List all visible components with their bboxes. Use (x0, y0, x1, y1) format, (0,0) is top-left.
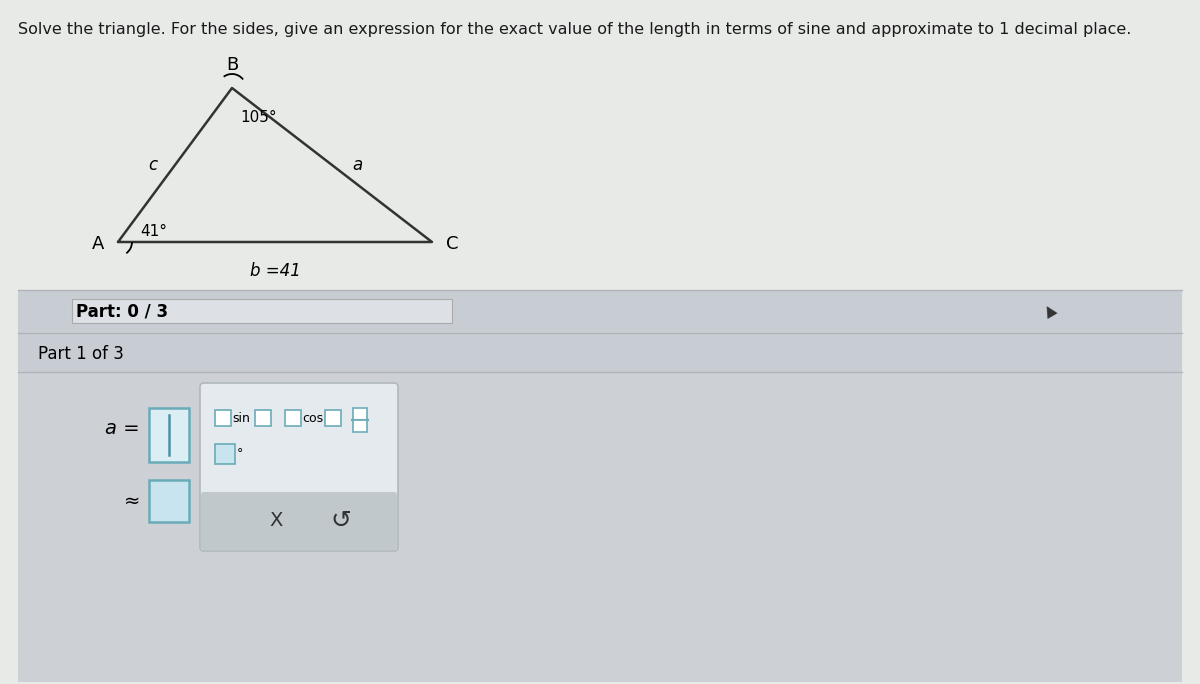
Text: c: c (148, 156, 157, 174)
Text: A: A (91, 235, 104, 253)
Bar (18, 373, 1182, 682)
FancyBboxPatch shape (215, 444, 235, 464)
Text: b =41: b =41 (250, 262, 300, 280)
Text: a: a (352, 156, 362, 174)
Text: ▲: ▲ (1042, 302, 1058, 320)
FancyBboxPatch shape (256, 410, 271, 426)
Text: Solve the triangle. For the sides, give an expression for the exact value of the: Solve the triangle. For the sides, give … (18, 22, 1132, 37)
Text: cos: cos (302, 412, 323, 425)
Bar (72, 299, 452, 323)
FancyBboxPatch shape (215, 410, 230, 426)
FancyBboxPatch shape (149, 480, 190, 522)
Text: a =: a = (106, 419, 140, 438)
Text: C: C (446, 235, 458, 253)
Text: °: ° (238, 447, 244, 460)
Text: 41°: 41° (140, 224, 167, 239)
Text: Part: 0 / 3: Part: 0 / 3 (76, 303, 168, 321)
Text: Part 1 of 3: Part 1 of 3 (38, 345, 124, 363)
Text: ≈: ≈ (124, 492, 140, 510)
Text: sin: sin (232, 412, 250, 425)
FancyBboxPatch shape (325, 410, 341, 426)
Text: X: X (270, 512, 283, 531)
Bar (18, 334, 1182, 372)
FancyBboxPatch shape (202, 492, 397, 550)
FancyBboxPatch shape (353, 408, 367, 420)
Text: B: B (226, 56, 238, 74)
FancyBboxPatch shape (286, 410, 301, 426)
Text: 105°: 105° (240, 110, 277, 125)
FancyBboxPatch shape (200, 383, 398, 551)
Text: ↺: ↺ (330, 509, 352, 533)
FancyBboxPatch shape (353, 420, 367, 432)
Bar (18, 291, 1182, 333)
FancyBboxPatch shape (149, 408, 190, 462)
